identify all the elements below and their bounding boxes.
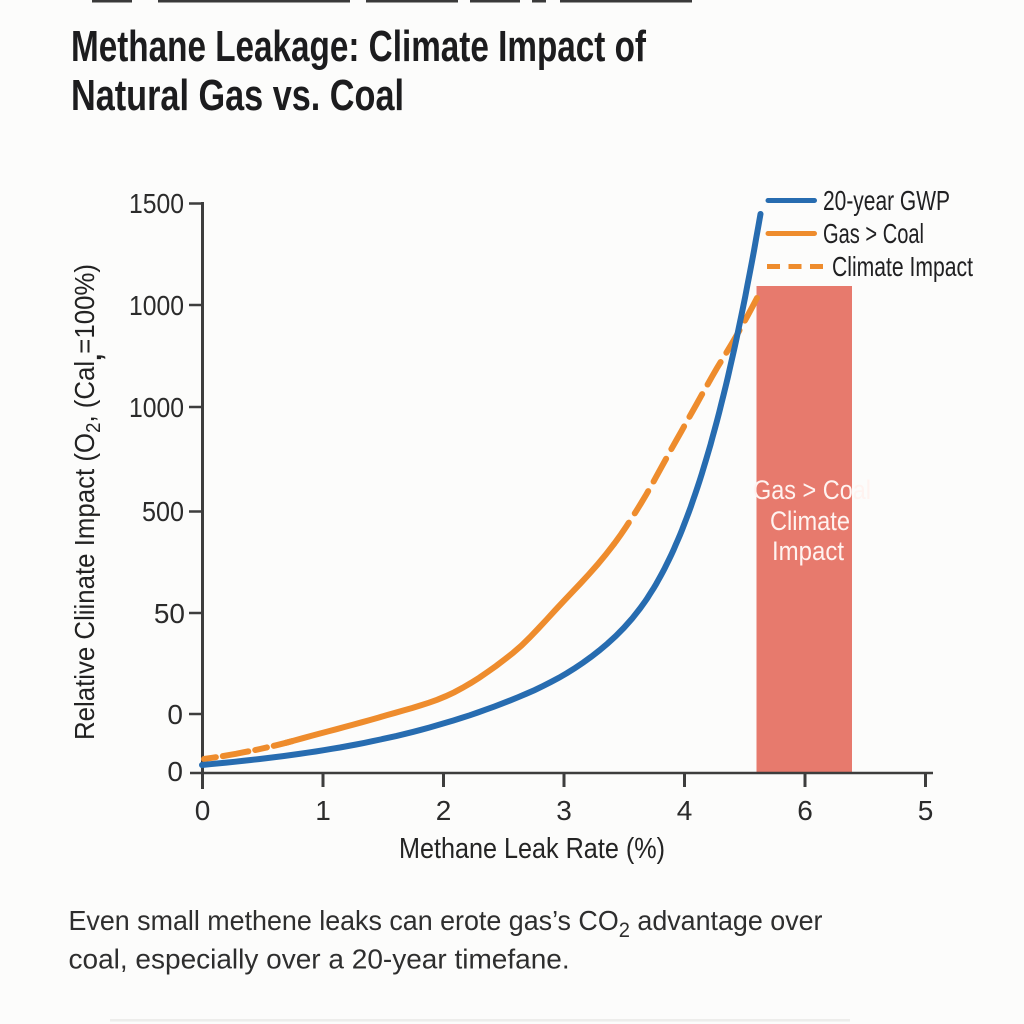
svg-text:2: 2 [436, 795, 452, 826]
svg-text:20-year GWP: 20-year GWP [823, 185, 950, 216]
svg-text:1: 1 [315, 795, 331, 826]
svg-text:0: 0 [167, 756, 183, 787]
svg-text:0: 0 [167, 699, 183, 730]
svg-text:50: 50 [154, 598, 185, 629]
svg-text:0: 0 [195, 795, 211, 826]
svg-text:6: 6 [797, 795, 813, 826]
svg-text:Methane Leak Rate (%): Methane Leak Rate (%) [399, 833, 665, 865]
svg-text:coal, especially over a 20-yea: coal, especially over a 20-year timefane… [69, 944, 570, 975]
svg-text:5: 5 [918, 795, 934, 826]
svg-text:Climate Impact: Climate Impact [832, 251, 973, 282]
svg-text:1500: 1500 [129, 188, 184, 219]
svg-text:500: 500 [142, 496, 184, 527]
svg-text:Natural Gas vs. Coal: Natural Gas vs. Coal [71, 71, 404, 120]
svg-text:1000: 1000 [129, 392, 184, 423]
svg-text:4: 4 [677, 795, 693, 826]
svg-text:Climate: Climate [770, 506, 850, 536]
svg-text:Gas > Coal: Gas > Coal [753, 475, 871, 505]
svg-text:3: 3 [556, 795, 572, 826]
svg-text:1000: 1000 [129, 290, 184, 321]
svg-text:Even small methene leaks can e: Even small methene leaks can erote gas’s… [69, 905, 823, 942]
svg-text:Gas > Coal: Gas > Coal [823, 218, 924, 249]
svg-text:Impact: Impact [772, 536, 844, 566]
svg-text:Methane Leakage: Climate Impac: Methane Leakage: Climate Impact of [71, 22, 646, 71]
